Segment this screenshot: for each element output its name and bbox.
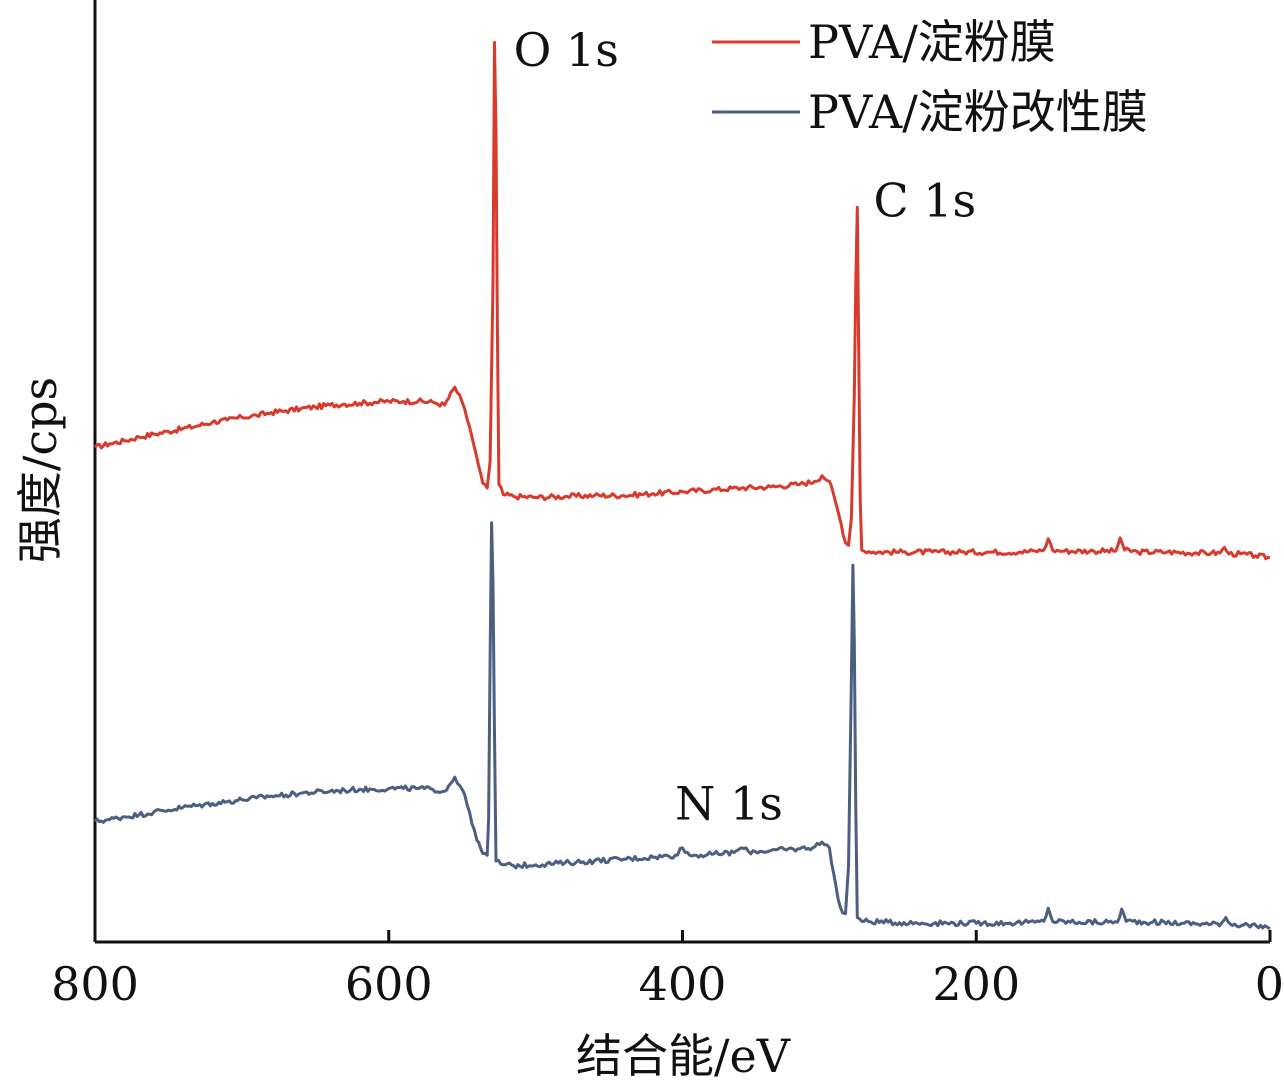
x-ticks: 800 600 400 200 0 [51, 930, 1284, 1011]
series-layer [93, 40, 1271, 931]
peak-label: N 1s [675, 777, 783, 831]
x-tick-label: 600 [345, 957, 433, 1011]
x-tick-label: 800 [51, 957, 139, 1011]
annotation-layer: O 1s C 1s N 1s [514, 23, 977, 831]
legend-label: PVA/淀粉改性膜 [808, 85, 1148, 139]
x-tick-label: 200 [932, 957, 1020, 1011]
peak-label: O 1s [514, 23, 619, 77]
y-axis-title: 强度/cps [13, 377, 67, 563]
legend-label: PVA/淀粉膜 [808, 15, 1056, 69]
x-tick-label: 0 [1255, 957, 1284, 1011]
x-axis-title: 结合能/eV [576, 1029, 791, 1083]
legend: PVA/淀粉膜 PVA/淀粉改性膜 [712, 15, 1148, 139]
axes: 800 600 400 200 0 [51, 0, 1284, 1011]
x-tick-label: 400 [639, 957, 727, 1011]
series-line-1 [93, 40, 1271, 561]
peak-label: C 1s [873, 174, 976, 228]
series-line-2 [93, 521, 1271, 931]
